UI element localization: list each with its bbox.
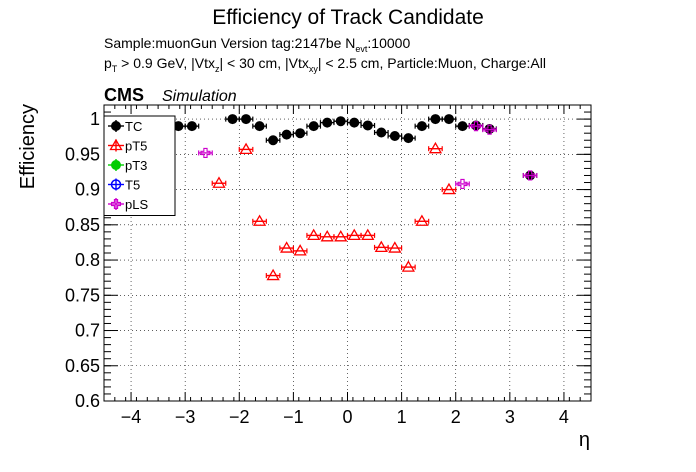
data-point-tc [416, 121, 427, 132]
data-point-tc [362, 120, 373, 131]
x-tick-label: 4 [559, 407, 569, 427]
data-point-tc [389, 131, 400, 142]
data-point-pt5 [307, 228, 321, 241]
data-point-tc [443, 114, 454, 125]
data-point-tc [471, 120, 482, 131]
y-tick-label: 0.65 [65, 356, 100, 376]
cms-label: CMS [104, 85, 144, 105]
x-tick-label: 3 [505, 407, 515, 427]
data-point-tc [376, 127, 387, 138]
cut-particle-text: | < 2.5 cm, Particle:Muon, Charge:All [318, 55, 546, 71]
cut-pt-label: p [104, 55, 112, 71]
data-point-pls [484, 124, 495, 135]
data-point-pt5 [361, 228, 375, 241]
data-point-tc [281, 129, 292, 140]
chart-title: Efficiency of Track Candidate [212, 6, 484, 29]
data-point-pt5 [212, 176, 226, 188]
legend-label-tc: TC [125, 119, 142, 134]
legend-marker-pt3 [111, 160, 121, 170]
data-point-pt5 [320, 229, 334, 242]
series-pt5 [211, 141, 457, 281]
cut-vtxz-subscript: z [215, 64, 220, 74]
y-tick-label: 0.9 [75, 180, 100, 200]
x-tick-label: 2 [451, 407, 461, 427]
data-point-pls [200, 147, 211, 158]
data-point-tc [308, 121, 319, 132]
y-tick-label: 0.95 [65, 144, 100, 164]
data-point-tc [484, 123, 495, 134]
data-point-pls [457, 178, 468, 189]
data-point-pt5 [334, 229, 348, 242]
sample-info-text: Sample:muonGun Version tag:2147be N [104, 35, 355, 51]
data-point-tc [186, 121, 197, 132]
x-tick-label: −1 [283, 407, 304, 427]
tick-labels: −4 −3 −2 −1 0 1 2 3 4 0.6 0.65 0.7 0.75 0.8 0.85 0.9 0.9… [65, 109, 569, 427]
cut-vtxxy-text: | < 30 cm, |Vtx [219, 55, 308, 71]
data-point-pt5 [401, 260, 416, 272]
data-point-tc [254, 121, 265, 132]
y-tick-label: 1 [90, 109, 100, 129]
legend-marker-tc [111, 121, 121, 131]
cut-vtxz-text: > 0.9 GeV, |Vtx [117, 55, 215, 71]
data-point-pt5 [428, 141, 443, 154]
y-axis-title: Efficiency [17, 104, 39, 189]
cut-pt-subscript: T [112, 64, 118, 74]
data-point-tc [295, 128, 306, 139]
sample-info-line: Sample:muonGun Version tag:2147be Nevt:1… [104, 35, 410, 54]
data-point-tc [268, 135, 279, 146]
data-point-pt5 [266, 268, 280, 281]
legend-marker-pls [110, 198, 122, 210]
data-point-pt5 [293, 244, 307, 256]
data-point-tc [349, 117, 360, 128]
data-point-pt5 [279, 241, 294, 253]
legend-label-pt3: pT3 [125, 158, 147, 173]
legend-label-pls: pLS [125, 197, 148, 212]
data-point-pt5 [374, 240, 388, 253]
data-point-pt5 [252, 214, 267, 226]
y-tick-label: 0.6 [75, 391, 100, 411]
y-tick-label: 0.7 [75, 321, 100, 341]
data-point-pt5 [415, 214, 429, 226]
x-tick-label: 0 [342, 407, 352, 427]
y-tick-label: 0.8 [75, 250, 100, 270]
selection-cuts-line: pT > 0.9 GeV, |Vtxz| < 30 cm, |Vtxxy| < … [104, 55, 546, 74]
x-tick-label: −4 [121, 407, 142, 427]
simulation-label: Simulation [162, 88, 237, 105]
data-point-pls [525, 170, 536, 181]
data-point-pls [470, 121, 482, 132]
sample-info-subscript: evt [355, 44, 368, 54]
grid-lines [104, 105, 591, 402]
data-point-pt5 [442, 182, 456, 195]
data-point-tc [403, 133, 414, 144]
data-point-tc [322, 117, 333, 128]
data-point-tc [241, 114, 252, 125]
series-pls [157, 121, 538, 189]
data-point-pt5 [347, 228, 361, 241]
data-point-pt5 [239, 142, 253, 155]
data-point-tc [430, 114, 441, 125]
x-tick-label: 1 [397, 407, 407, 427]
legend: TC pT5 pT3 T5 pLS [103, 115, 176, 216]
cut-vtxxy-subscript: xy [309, 64, 319, 74]
y-tick-label: 0.75 [65, 285, 100, 305]
sample-info-count: :10000 [367, 35, 410, 51]
legend-label-pt5: pT5 [125, 139, 147, 154]
data-point-pt5 [388, 241, 402, 253]
legend-marker-t5 [110, 179, 122, 190]
x-tick-label: −2 [229, 407, 250, 427]
data-point-tc [227, 114, 238, 125]
data-point-tc [457, 121, 468, 132]
legend-marker-pt5 [109, 138, 123, 151]
data-point-tc [335, 116, 346, 127]
x-tick-label: −3 [175, 407, 196, 427]
y-tick-label: 0.85 [65, 215, 100, 235]
legend-label-t5: T5 [125, 178, 140, 193]
plot-frame [103, 104, 592, 402]
x-axis-title: η [579, 429, 590, 451]
